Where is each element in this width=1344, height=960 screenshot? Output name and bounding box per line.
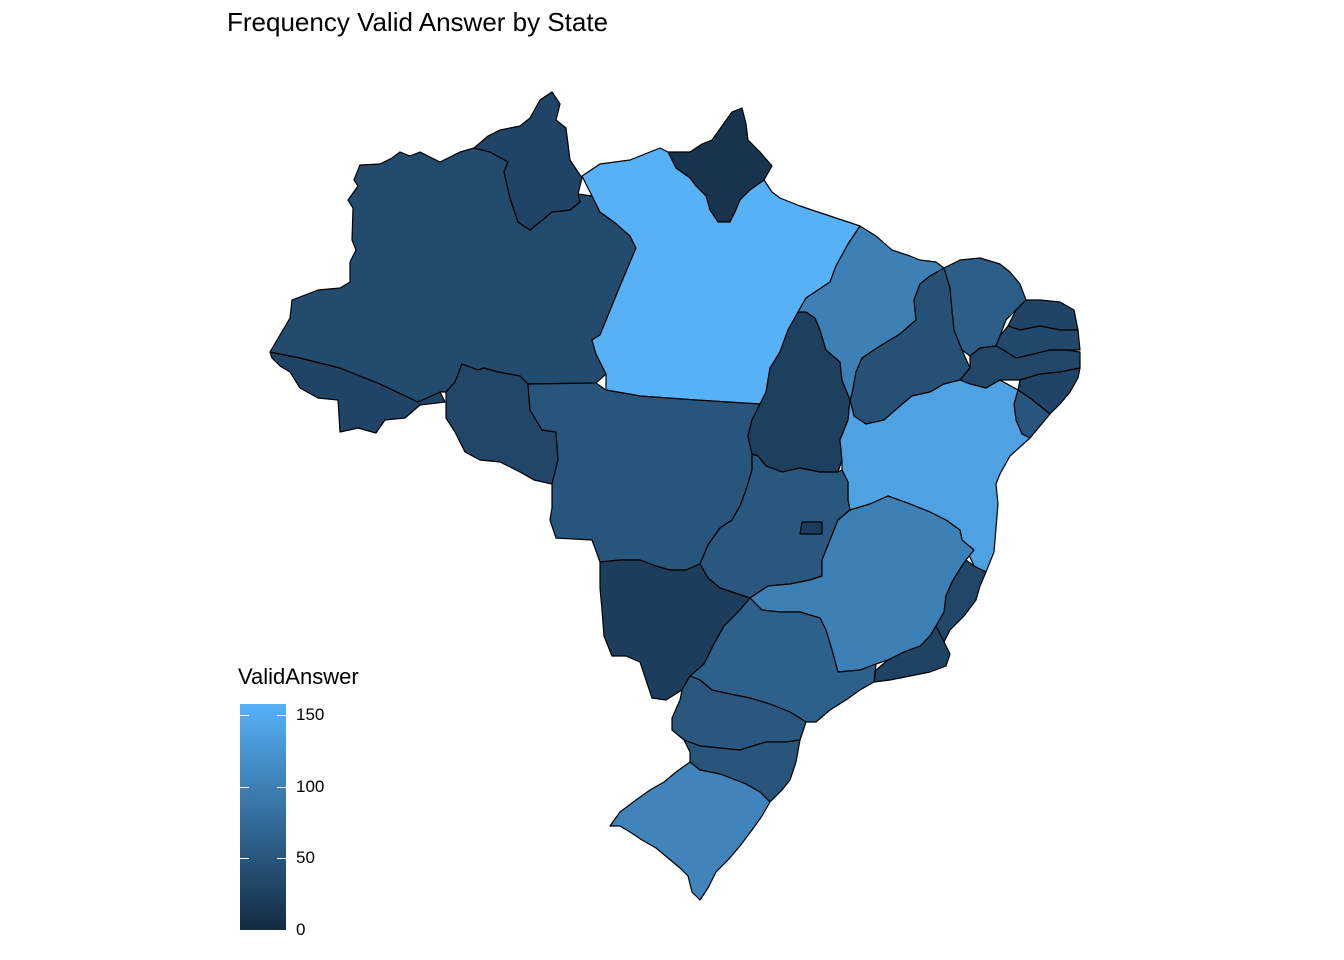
- state-df: [799, 521, 823, 535]
- legend-tick-mark: [240, 715, 249, 717]
- legend-tick-mark: [277, 715, 286, 717]
- legend-tick-mark: [240, 930, 249, 931]
- legend-tick-mark: [277, 858, 286, 860]
- legend-tick-label: 0: [296, 920, 306, 939]
- state-am: [269, 147, 637, 403]
- legend-tick-mark: [240, 858, 249, 860]
- chart-title: Frequency Valid Answer by State: [227, 7, 609, 37]
- state-rj: [873, 625, 951, 683]
- state-ce: [943, 257, 1027, 357]
- legend-tick-mark: [277, 930, 286, 931]
- legend-title: ValidAnswer: [238, 664, 359, 689]
- legend-tick-mark: [277, 786, 286, 788]
- legend-colorbar: [240, 704, 286, 930]
- state-rs: [609, 761, 771, 901]
- state-rr: [473, 91, 583, 231]
- legend-tick-mark: [240, 786, 249, 788]
- legend-tick-label: 100: [296, 776, 325, 796]
- legend-tick-label: 150: [296, 705, 325, 725]
- state-sp: [689, 597, 877, 723]
- legend-tick-label: 50: [296, 848, 315, 868]
- legend: ValidAnswer 150 100 50 0: [238, 664, 359, 939]
